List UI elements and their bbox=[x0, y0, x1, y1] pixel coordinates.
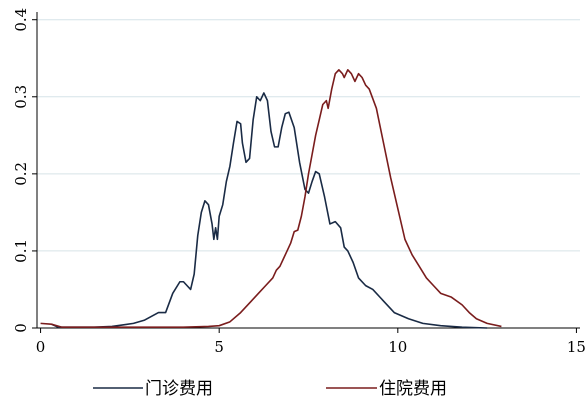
y-tick-label-1: 0.1 bbox=[12, 239, 30, 263]
legend-label-0: 门诊费用 bbox=[145, 379, 213, 399]
x-tick-label-3: 15 bbox=[567, 338, 585, 356]
y-tick-label-3: 0.3 bbox=[12, 85, 30, 109]
y-tick-label-0: 0 bbox=[12, 323, 30, 333]
series-lines bbox=[40, 69, 502, 329]
x-tick-label-0: 0 bbox=[36, 338, 46, 356]
y-tick-label-4: 0.4 bbox=[12, 8, 30, 32]
x-tick-label-1: 5 bbox=[214, 338, 224, 356]
gridlines bbox=[37, 19, 580, 252]
series-line-0 bbox=[50, 92, 488, 329]
legend: 门诊费用 住院费用 bbox=[93, 379, 447, 399]
axes: 0 0.1 0.2 0.3 0.4 0 5 10 15 bbox=[12, 8, 585, 356]
y-tick-label-2: 0.2 bbox=[12, 162, 30, 186]
series-line-1 bbox=[40, 69, 502, 329]
x-tick-label-2: 10 bbox=[388, 338, 407, 356]
legend-label-1: 住院费用 bbox=[379, 379, 447, 399]
